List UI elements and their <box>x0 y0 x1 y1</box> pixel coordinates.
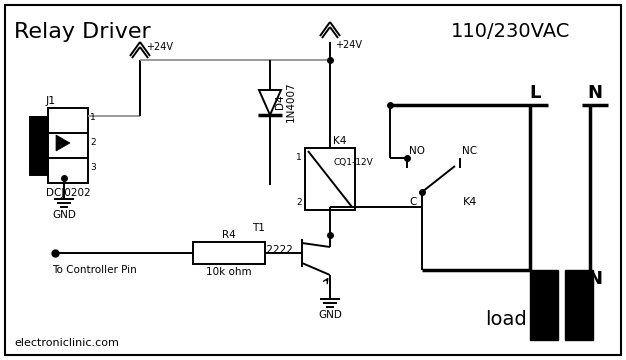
Text: 10k ohm: 10k ohm <box>206 267 252 277</box>
Text: R4: R4 <box>222 230 236 240</box>
Bar <box>48 108 88 183</box>
Text: GND: GND <box>52 210 76 220</box>
Text: L: L <box>530 84 541 102</box>
Bar <box>530 270 558 340</box>
Text: To Controller Pin: To Controller Pin <box>52 265 136 275</box>
Text: J1: J1 <box>46 96 56 106</box>
Text: electroniclinic.com: electroniclinic.com <box>14 338 119 348</box>
Text: NO: NO <box>409 146 425 156</box>
Text: 1: 1 <box>90 113 96 122</box>
Bar <box>193 242 265 264</box>
Text: 1N4007: 1N4007 <box>286 82 296 122</box>
Text: 2: 2 <box>296 198 302 207</box>
Polygon shape <box>259 90 281 115</box>
Text: +24V: +24V <box>146 42 173 52</box>
Bar <box>305 148 355 210</box>
Text: CQ1-12V: CQ1-12V <box>333 158 372 167</box>
Text: 1: 1 <box>296 153 302 162</box>
Polygon shape <box>56 135 70 151</box>
Text: 2N2222: 2N2222 <box>252 245 293 255</box>
Text: N: N <box>587 84 602 102</box>
Text: NC: NC <box>462 146 477 156</box>
Text: 3: 3 <box>90 163 96 172</box>
Text: K4: K4 <box>463 197 478 207</box>
Bar <box>565 270 593 340</box>
Text: 110/230VAC: 110/230VAC <box>451 22 570 41</box>
Text: +24V: +24V <box>335 40 362 50</box>
Text: GND: GND <box>318 310 342 320</box>
Text: DCJ0202: DCJ0202 <box>46 188 91 198</box>
Text: 2: 2 <box>90 138 96 147</box>
Text: T1: T1 <box>252 223 265 233</box>
Text: load: load <box>485 310 527 329</box>
Text: Relay Driver: Relay Driver <box>14 22 151 42</box>
Text: D4: D4 <box>275 95 285 109</box>
Text: C: C <box>409 197 417 207</box>
Text: N: N <box>587 270 602 288</box>
Text: K4: K4 <box>333 136 346 146</box>
Bar <box>30 117 48 175</box>
